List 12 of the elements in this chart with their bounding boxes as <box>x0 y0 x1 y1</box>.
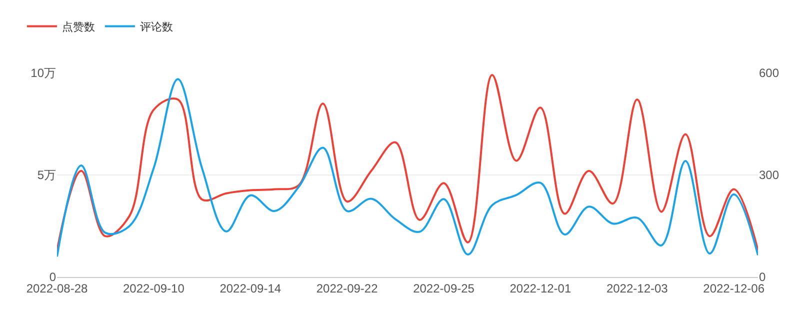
y2-tick-label: 300 <box>759 168 780 182</box>
y-tick-label: 5万 <box>37 168 56 182</box>
x-tick-label: 2022-09-25 <box>413 281 475 296</box>
x-tick-label: 2022-09-14 <box>220 281 282 296</box>
y-tick-label: 10万 <box>30 66 56 80</box>
x-tick-label: 2022-09-22 <box>316 281 378 296</box>
x-tick-label: 2022-12-01 <box>510 281 572 296</box>
legend-label: 评论数 <box>140 22 173 34</box>
y2-tick-label: 600 <box>759 66 780 80</box>
x-tick-label: 2022-09-10 <box>122 281 185 296</box>
legend-label: 点赞数 <box>62 20 95 34</box>
x-tick-label: 2022-12-03 <box>606 281 668 296</box>
